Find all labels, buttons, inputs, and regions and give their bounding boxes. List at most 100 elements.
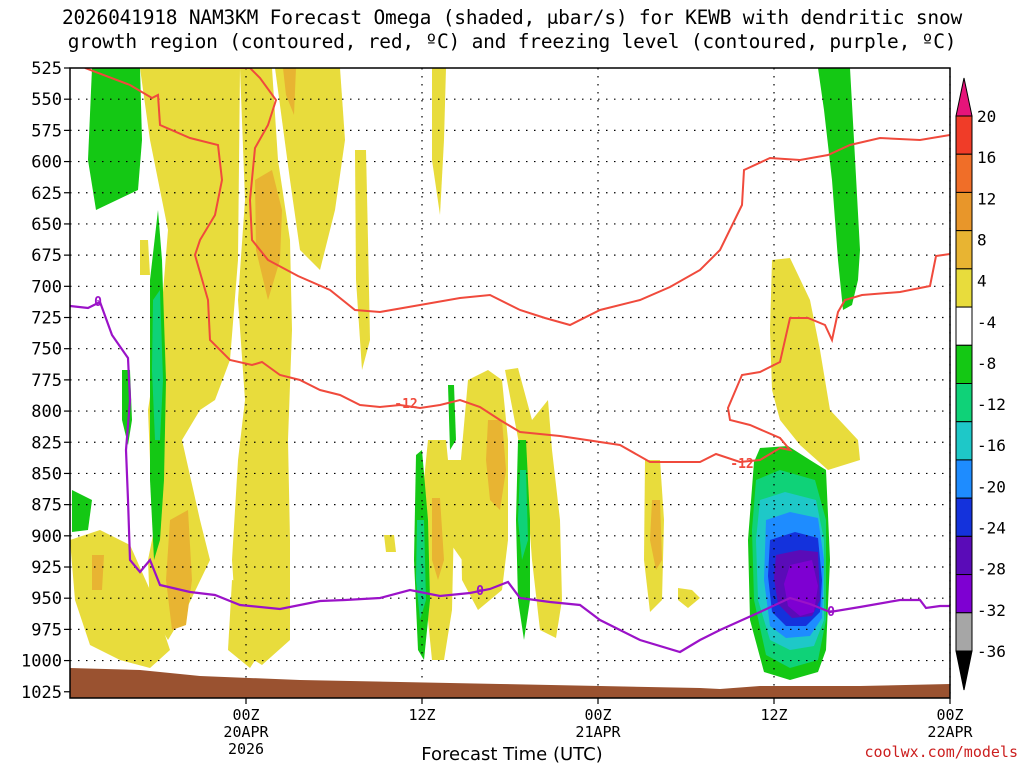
omega-shading — [70, 68, 860, 680]
colorbar-label-5: -4 — [977, 313, 996, 332]
freezing-contour-label-1: 0 — [476, 584, 484, 599]
omega-shade-region-40 — [784, 560, 818, 616]
omega-shade-region-3 — [432, 68, 446, 215]
omega-shade-region-17 — [283, 68, 296, 115]
freezing-contour-label-2: 0 — [827, 605, 835, 620]
colorbar-label-1: 16 — [977, 148, 996, 167]
dgz-upper-contour — [200, 68, 950, 327]
colorbar-segment-11 — [955, 535, 973, 576]
ground-surface — [70, 668, 950, 698]
y-tick-label-550: 550 — [31, 90, 62, 110]
colorbar-label-9: -20 — [977, 477, 1006, 496]
x-tick-label-10-1: 21APR — [575, 723, 621, 741]
omega-shade-region-20 — [432, 498, 444, 580]
colorbar-label-13: -36 — [977, 642, 1006, 661]
y-tick-label-525: 525 — [31, 59, 62, 79]
x-tick-label-20-1: 22APR — [927, 723, 973, 741]
colorbar-segment-2 — [955, 191, 973, 232]
dgz-contour-label-1: -12 — [730, 457, 753, 472]
colorbar-label-2: 12 — [977, 189, 996, 208]
y-tick-label-950: 950 — [31, 589, 62, 609]
colorbar-segment-3 — [955, 230, 973, 270]
y-tick-label-800: 800 — [31, 402, 62, 422]
omega-shade-region-13 — [678, 588, 700, 608]
y-tick-label-925: 925 — [31, 558, 62, 578]
x-axis-label: Forecast Time (UTC) — [421, 744, 603, 765]
freezing-contour-label-0: 0 — [94, 295, 102, 310]
colorbar-label-10: -24 — [977, 519, 1006, 538]
y-tick-label-750: 750 — [31, 340, 62, 360]
y-tick-label-900: 900 — [31, 527, 62, 547]
omega-shade-region-22 — [92, 555, 104, 590]
omega-shade-region-24 — [72, 490, 92, 532]
y-tick-label-1025: 1025 — [21, 683, 62, 703]
omega-shade-region-21 — [650, 500, 662, 570]
colorbar-segment-12 — [955, 574, 973, 614]
omega-shade-region-2 — [275, 68, 345, 270]
omega-shade-region-33 — [416, 520, 426, 620]
y-tick-label-825: 825 — [31, 433, 62, 453]
y-tick-label-850: 850 — [31, 464, 62, 484]
colorbar-segment-9 — [955, 459, 973, 499]
y-tick-label-975: 975 — [31, 620, 62, 640]
x-tick-label-20-0: 00Z — [936, 706, 963, 724]
x-tick-label-0-2: 2026 — [228, 740, 264, 758]
omega-shade-region-34 — [518, 470, 528, 560]
colorbar-segment-10 — [955, 497, 973, 537]
omega-shade-region-32 — [152, 290, 163, 440]
colorbar: 20 16 12 8 4 -4 -8 -12 -16 -20 -24 -28 -32 -36 — [955, 77, 1006, 691]
colorbar-segment-0 — [955, 115, 973, 155]
omega-shade-region-10 — [770, 258, 860, 470]
colorbar-segment-1 — [955, 153, 973, 193]
y-tick-label-1000: 1000 — [21, 652, 62, 672]
omega-shade-region-4 — [355, 150, 370, 370]
colorbar-segment-6 — [955, 344, 973, 384]
colorbar-top-extend — [955, 77, 973, 117]
omega-shade-region-19 — [486, 420, 506, 510]
colorbar-segment-13 — [955, 612, 973, 652]
x-tick-label-15-0: 12Z — [760, 706, 787, 724]
chart-title-line-2: growth region (contoured, red, ºC) and f… — [67, 30, 957, 53]
omega-shade-region-15 — [140, 240, 150, 275]
dgz-lower-contour — [84, 68, 950, 464]
colorbar-label-0: 20 — [977, 107, 996, 126]
colorbar-label-4: 4 — [977, 272, 987, 291]
x-tick-label-0-1: 20APR — [223, 723, 269, 741]
y-tick-label-600: 600 — [31, 153, 62, 173]
x-tick-label-5-0: 12Z — [408, 706, 435, 724]
omega-shade-region-12 — [228, 580, 268, 668]
omega-shade-region-23 — [88, 68, 142, 210]
x-tick-label-0-0: 00Z — [232, 706, 259, 724]
plot-frame — [69, 67, 951, 699]
y-tick-label-700: 700 — [31, 277, 62, 297]
y-tick-label-625: 625 — [31, 184, 62, 204]
y-tick-label-575: 575 — [31, 121, 62, 141]
y-tick-label-875: 875 — [31, 496, 62, 516]
omega-shade-region-18 — [166, 510, 192, 630]
omega-shade-region-8 — [440, 460, 466, 560]
y-tick-label-775: 775 — [31, 371, 62, 391]
colorbar-label-6: -8 — [977, 354, 996, 373]
site-credit[interactable]: coolwx.com/models — [864, 743, 1018, 761]
omega-shade-region-25 — [818, 68, 860, 310]
colorbar-label-8: -16 — [977, 436, 1006, 455]
colorbar-segment-4 — [955, 268, 973, 308]
contours: -12 -12 0 0 0 — [70, 68, 950, 654]
y-tick-label-675: 675 — [31, 246, 62, 266]
colorbar-label-3: 8 — [977, 230, 987, 249]
colorbar-label-11: -28 — [977, 560, 1006, 579]
axes: 525 550 575 600 625 650 675 700 725 750 775 800 825 8… — [21, 59, 973, 758]
colorbar-segment-7 — [955, 383, 973, 423]
freezing-level-contour — [70, 300, 950, 654]
colorbar-segment-8 — [955, 421, 973, 461]
chart-title-line-1: 2026041918 NAM3KM Forecast Omega (shaded… — [61, 6, 963, 29]
x-tick-label-10-0: 00Z — [584, 706, 611, 724]
omega-shade-region-14 — [384, 535, 396, 552]
colorbar-segment-5 — [955, 306, 973, 346]
colorbar-bottom-extend — [955, 650, 973, 691]
omega-shade-region-16 — [255, 170, 282, 300]
colorbar-label-7: -12 — [977, 395, 1006, 414]
y-tick-label-725: 725 — [31, 309, 62, 329]
ground-terrain — [70, 668, 950, 698]
